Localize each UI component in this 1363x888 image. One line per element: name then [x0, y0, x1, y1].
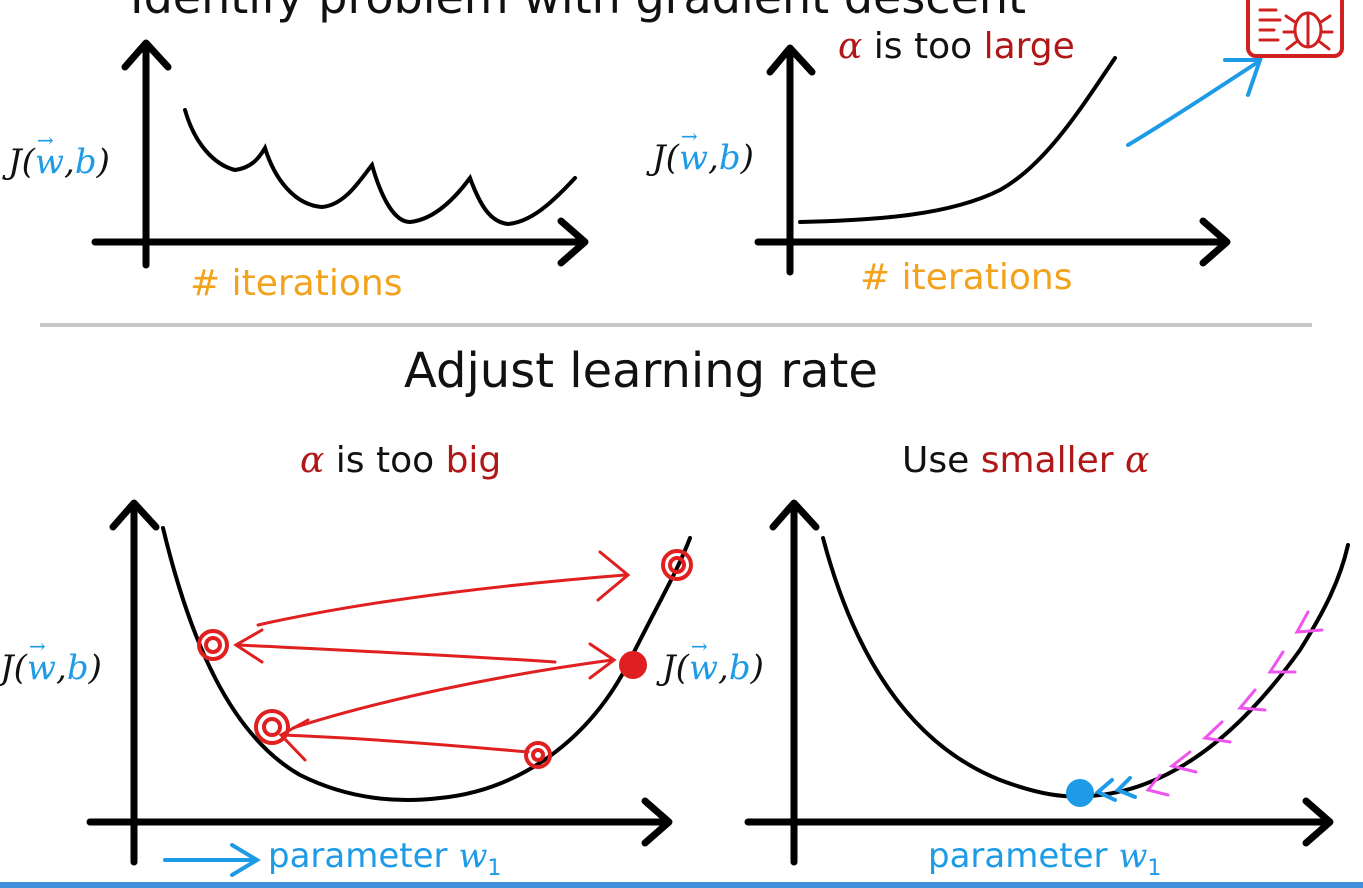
top-left-axes — [91, 39, 589, 269]
bottom-right-minimum-marker — [1066, 776, 1137, 807]
bottom-right-small-steps — [1145, 610, 1324, 797]
top-left-cost-curve — [183, 108, 577, 227]
bottom-left-xlabel: parameter w1 — [268, 836, 502, 881]
top-right-diverging-curve — [798, 56, 1117, 224]
top-right-annotation: α is too large — [838, 26, 1075, 67]
bottom-left-start-arrow — [163, 843, 261, 877]
bottom-left-step-markers — [197, 549, 693, 769]
video-progress-bar[interactable] — [0, 882, 1363, 888]
bottom-left-overshoot-arrows — [233, 550, 631, 762]
top-left-ylabel: J(w,b) — [8, 128, 110, 182]
bottom-right-cost-bowl — [821, 536, 1350, 799]
slide-header-fragment: Identify problem with gradient descent — [130, 0, 1026, 24]
bottom-left-cost-bowl — [161, 526, 692, 803]
top-right-ylabel: J(w,b) — [652, 124, 754, 178]
blue-pointer-arrow — [1126, 58, 1263, 147]
bottom-left-ylabel: J(w,b) — [0, 634, 102, 688]
bottom-left-title: α is too big — [300, 440, 502, 481]
top-right-axes — [754, 44, 1231, 276]
section-title: Adjust learning rate — [404, 343, 878, 399]
bottom-right-xlabel: parameter w1 — [928, 836, 1162, 881]
top-left-xlabel: # iterations — [190, 263, 403, 304]
top-right-xlabel: # iterations — [860, 257, 1073, 298]
bottom-right-title: Use smaller α — [902, 440, 1150, 481]
bug-icon — [1246, 0, 1344, 58]
bottom-right-axes — [744, 499, 1334, 866]
section-divider — [40, 323, 1312, 327]
bottom-right-ylabel: J(w,b) — [662, 634, 764, 688]
bottom-left-axes — [86, 499, 673, 866]
